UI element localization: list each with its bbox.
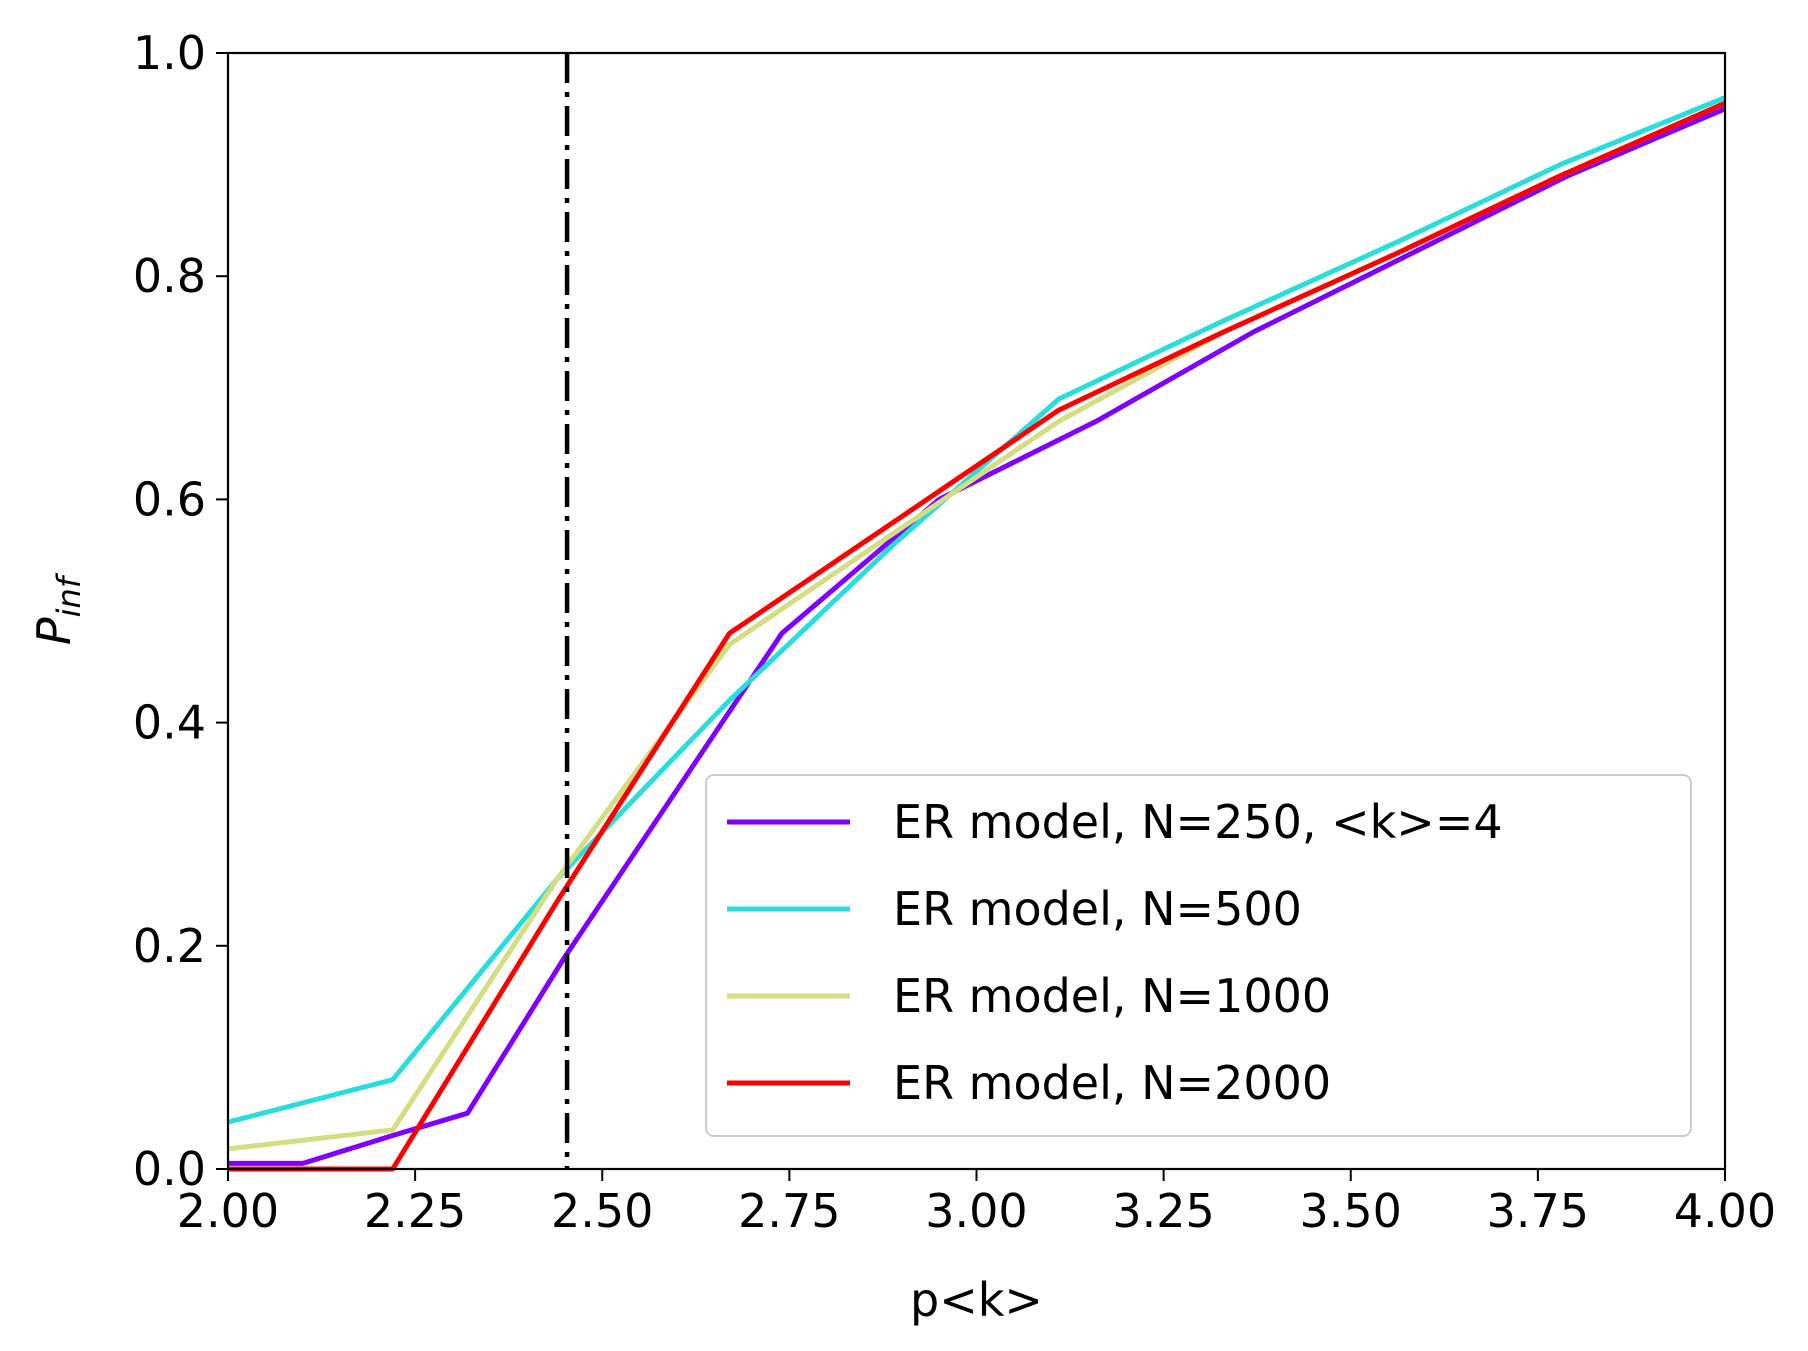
series-line-2 [227,95,1726,1125]
x-tick-label: 2.75 [738,1184,840,1238]
series-line-4 [228,100,1727,1172]
y-tick-label: 0.2 [133,919,206,973]
y-tick-label: 0.4 [133,696,206,750]
y-axis-title: Pinf [27,572,88,645]
x-tick-label: 3.75 [1487,1184,1589,1238]
y-tick-label: 1.0 [133,26,206,80]
x-axis-title: p<k> [910,1273,1043,1327]
x-tick-label: 2.50 [551,1184,653,1238]
legend-label-1: ER model, N=250, <k>=4 [893,795,1503,849]
y-tick-label: 0.0 [133,1142,206,1196]
y-tick-label: 0.6 [133,472,206,526]
series-line-1 [228,106,1726,1166]
x-tick-label: 3.00 [925,1184,1027,1238]
y-tick-label: 0.8 [133,249,206,303]
legend-label-2: ER model, N=500 [893,882,1302,936]
legend-box [705,774,1692,1137]
legend-label-3: ER model, N=1000 [893,969,1331,1023]
legend-label-4: ER model, N=2000 [893,1056,1331,1110]
x-tick-label: 3.50 [1300,1184,1402,1238]
x-tick-label: 2.25 [364,1184,466,1238]
x-tick-label: 3.25 [1112,1184,1214,1238]
x-tick-label: 2.00 [177,1184,279,1238]
x-tick-label: 4.00 [1674,1184,1776,1238]
legend: ER model, N=250, <k>=4 ER model, N=500 ER … [705,774,1692,1137]
